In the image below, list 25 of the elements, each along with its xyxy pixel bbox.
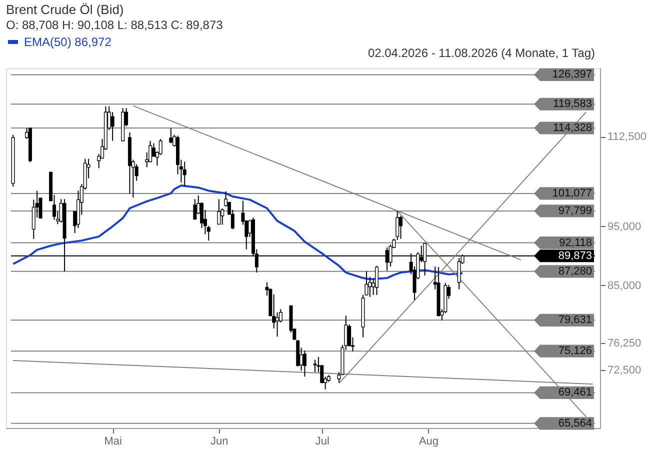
chart-title: Brent Crude Öl (Bid) [6, 2, 124, 17]
ref-line-label: 119,583 [553, 98, 592, 110]
ref-line-label: 79,631 [558, 314, 592, 326]
ref-line-label: 101,077 [552, 187, 592, 200]
x-tick-label: Aug [418, 436, 439, 448]
y-tick-label: 85,000 [608, 280, 642, 292]
ref-line-label: 75,126 [558, 345, 592, 358]
ref-line-label: 126,397 [552, 68, 592, 81]
ref-line-label: 87,280 [558, 265, 592, 278]
x-tick-label: Mai [104, 436, 122, 448]
legend-label: EMA(50) 86,972 [24, 35, 112, 49]
ref-line-label: 114,328 [553, 122, 592, 134]
ref-line-label: 97,799 [558, 204, 592, 217]
x-tick-label: Jun [210, 436, 228, 448]
y-tick-label: 76,250 [608, 338, 642, 350]
ref-line-label: 69,461 [558, 386, 592, 399]
x-tick-label: Jul [315, 436, 330, 448]
chart-subtitle: O: 88,708 H: 90,108 L: 88,513 C: 89,873 [6, 18, 224, 32]
text: 02.04.2026 - 11.08.2026 (4 Monate, 1 Tag) [368, 46, 595, 60]
ref-line-label: 89,873 [558, 250, 592, 262]
y-tick-label: 112,500 [608, 131, 646, 144]
y-tick-label: 95,000 [608, 220, 642, 233]
y-tick-label: 72,500 [608, 364, 642, 376]
ref-line-label: 65,564 [558, 417, 592, 430]
ref-line-label: 92,118 [559, 236, 592, 249]
